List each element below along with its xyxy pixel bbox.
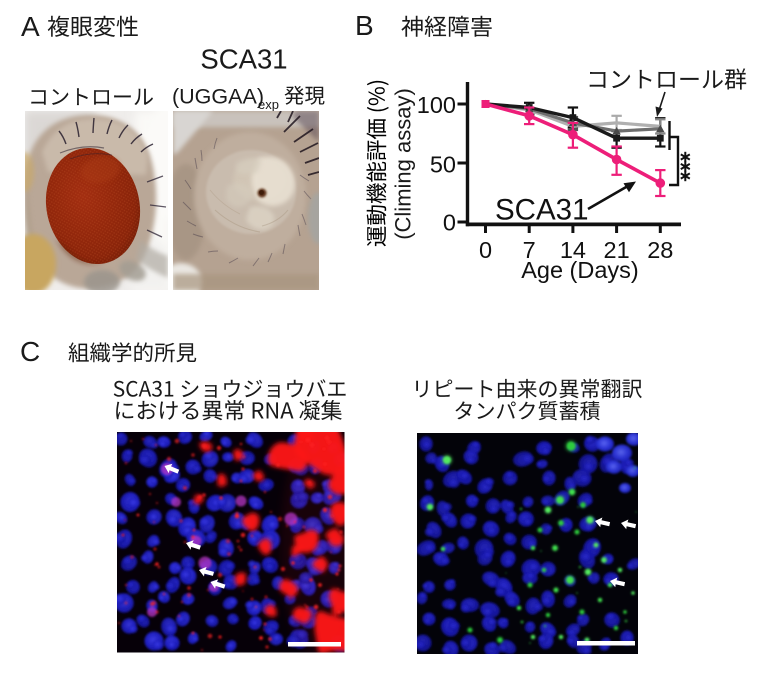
svg-text:(UGGAA): (UGGAA) — [172, 85, 264, 109]
svg-text:SCA31: SCA31 — [495, 194, 588, 227]
svg-text:Age (Days): Age (Days) — [521, 257, 639, 283]
svg-text:100: 100 — [417, 92, 456, 118]
svg-text:21: 21 — [604, 237, 630, 263]
svg-text:SCA31: SCA31 — [200, 44, 287, 75]
svg-text:A: A — [21, 11, 40, 42]
svg-text:(Climing assay): (Climing assay) — [391, 88, 416, 240]
svg-text:28: 28 — [647, 237, 673, 263]
svg-text:0: 0 — [443, 210, 456, 236]
svg-text:14: 14 — [560, 237, 586, 263]
svg-text:C: C — [20, 336, 40, 367]
svg-text:50: 50 — [430, 151, 456, 177]
svg-text:0: 0 — [479, 237, 492, 263]
svg-text:exp: exp — [258, 97, 279, 112]
svg-text:B: B — [355, 10, 374, 41]
svg-text:7: 7 — [523, 237, 536, 263]
